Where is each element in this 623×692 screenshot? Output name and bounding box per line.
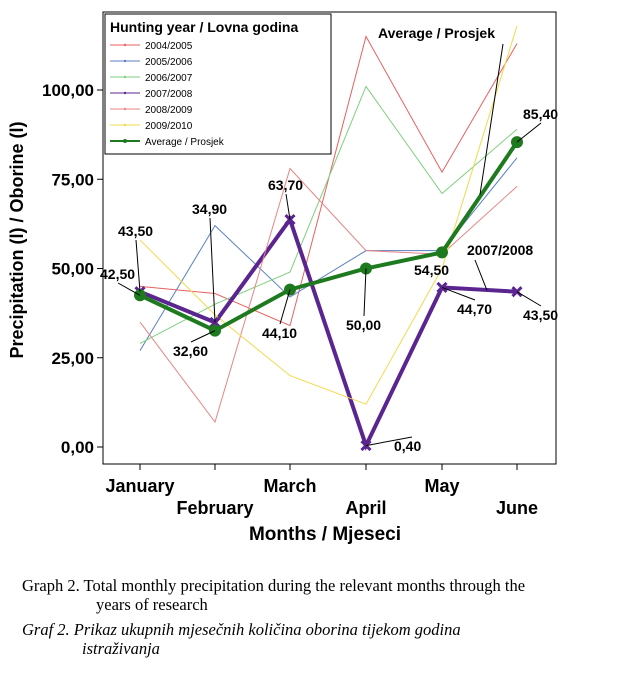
legend-entry-label: 2007/2008 <box>145 89 193 100</box>
series-line <box>139 167 518 424</box>
y-tick-label: 50,00 <box>51 260 94 279</box>
data-label-leader <box>441 286 476 301</box>
x-tick-label: June <box>496 498 538 518</box>
caption-croatian: Graf 2. Prikaz ukupnih mjesečnih količin… <box>22 620 461 658</box>
legend-swatch-marker <box>123 59 127 63</box>
data-label-leader <box>516 122 542 143</box>
data-label: 44,10 <box>262 325 297 341</box>
x-tick-label: March <box>263 476 316 496</box>
series-line <box>139 215 518 451</box>
legend-entry-label: 2004/2005 <box>145 41 193 52</box>
data-label: 32,60 <box>173 343 208 359</box>
annotation-average: Average / Prosjek <box>378 25 495 41</box>
data-label-leader <box>117 282 141 296</box>
legend-entry-label: 2009/2010 <box>145 121 193 132</box>
data-label-leader <box>279 289 291 325</box>
data-label-leader <box>135 239 141 292</box>
legend-swatch-marker <box>123 107 127 111</box>
legend: Hunting year / Lovna godina 2004/2005 2005… <box>104 13 332 155</box>
data-label: 43,50 <box>118 223 153 239</box>
data-label: 63,70 <box>268 177 303 193</box>
x-axis-label: Months / Mjeseci <box>249 524 401 545</box>
data-label: 85,40 <box>523 106 558 122</box>
y-tick-label: 100,00 <box>42 81 94 100</box>
y-tick-label: 75,00 <box>51 170 94 189</box>
caption-croatian-line1: Graf 2. Prikaz ukupnih mjesečnih količin… <box>22 620 461 639</box>
annotations: Average / Prosjek 2007/2008 <box>378 25 533 291</box>
series-line <box>139 140 519 333</box>
legend-entry-label: 2008/2009 <box>145 105 193 116</box>
y-tick-label: 0,00 <box>61 438 94 457</box>
data-label: 34,90 <box>192 201 227 217</box>
data-label: 44,70 <box>457 301 492 317</box>
series-line <box>139 25 518 405</box>
data-label: 50,00 <box>346 317 381 333</box>
x-tick-label: February <box>176 498 253 518</box>
data-label-leader <box>363 268 367 317</box>
legend-swatch-marker <box>123 43 127 47</box>
y-tick-label: 25,00 <box>51 349 94 368</box>
data-label-leader <box>190 330 216 343</box>
annotation-average-leader <box>479 43 504 195</box>
data-label-leader <box>285 193 291 220</box>
annotation-2007-2008-leader <box>474 259 488 291</box>
x-tick-label: January <box>105 476 174 496</box>
caption-english-line1: Graph 2. Total monthly precipitation dur… <box>22 576 526 595</box>
x-tick-label: May <box>424 476 459 496</box>
data-label-leader <box>209 217 216 323</box>
y-axis-label: Precipitation (l) / Oborine (l) <box>7 121 27 358</box>
data-label-leader <box>365 436 413 447</box>
average-point <box>436 246 448 259</box>
data-label: 54,50 <box>414 262 449 278</box>
data-label: 43,50 <box>523 307 558 323</box>
caption-croatian-line2: istraživanja <box>82 639 160 658</box>
series-line <box>139 35 518 327</box>
y-axis: 0,00 25,00 50,00 75,00 100,00 <box>42 81 103 457</box>
legend-entry-label: Average / Prosjek <box>145 137 225 148</box>
legend-title: Hunting year / Lovna godina <box>110 19 298 35</box>
series-line <box>139 85 518 344</box>
legend-entry-label: 2006/2007 <box>145 73 193 84</box>
legend-swatch-marker <box>123 139 127 143</box>
series-lines <box>139 25 519 451</box>
legend-swatch-marker <box>123 123 127 127</box>
data-labels: 43,50 34,90 63,70 0,40 44,70 43,50 42,50 32,60 4… <box>100 106 558 454</box>
caption-english: Graph 2. Total monthly precipitation dur… <box>22 576 525 614</box>
data-label-leader <box>516 291 542 307</box>
data-label: 42,50 <box>100 266 135 282</box>
annotation-2007-2008: 2007/2008 <box>467 242 533 258</box>
legend-entry-label: 2005/2006 <box>145 57 193 68</box>
precipitation-line-chart: 0,00 25,00 50,00 75,00 100,00 JanuaryFebruar… <box>7 11 558 545</box>
legend-box <box>104 13 332 155</box>
legend-swatch-marker <box>123 91 127 95</box>
caption-english-line2: years of research <box>96 595 208 614</box>
data-label: 0,40 <box>394 438 421 454</box>
x-tick-label: April <box>345 498 386 518</box>
legend-swatch-marker <box>123 75 127 79</box>
